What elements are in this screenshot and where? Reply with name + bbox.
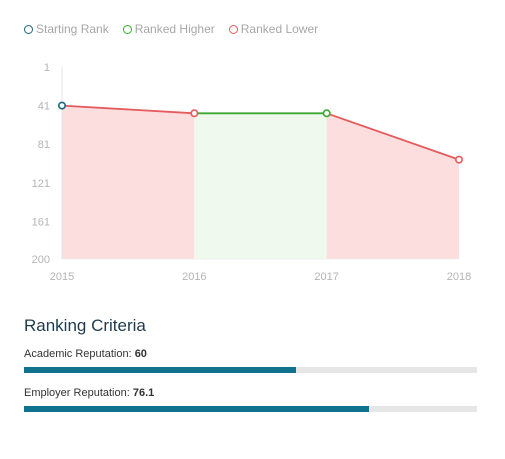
y-tick-label: 200 xyxy=(32,254,50,266)
data-point xyxy=(190,109,199,118)
criterion-label: Employer Reputation: xyxy=(24,387,130,399)
series-line-segment xyxy=(326,112,460,161)
ranking-criteria: Ranking Criteria Academic Reputation: 60… xyxy=(24,316,477,426)
data-point xyxy=(454,155,463,164)
legend-label: Ranked Higher xyxy=(134,22,215,36)
legend-marker-icon xyxy=(228,24,238,34)
x-tick-label: 2016 xyxy=(182,271,206,283)
legend-item-ranked-lower[interactable]: Ranked Lower xyxy=(228,22,319,36)
chart-legend: Starting Rank Ranked Higher Ranked Lower xyxy=(24,22,318,36)
segment-area xyxy=(326,113,459,259)
legend-item-ranked-higher[interactable]: Ranked Higher xyxy=(122,22,215,36)
criterion-label: Academic Reputation: xyxy=(24,348,132,360)
y-tick-label: 81 xyxy=(38,139,50,151)
data-point xyxy=(322,109,331,118)
y-tick-label: 41 xyxy=(38,101,50,113)
criterion-bar-track xyxy=(24,406,477,412)
legend-marker-icon xyxy=(122,24,132,34)
criterion-bar-fill xyxy=(24,367,296,373)
legend-marker-icon xyxy=(24,24,33,34)
y-tick-label: 121 xyxy=(32,178,50,190)
criterion-bar-fill xyxy=(24,406,369,412)
legend-label: Ranked Lower xyxy=(240,22,319,36)
criteria-title: Ranking Criteria xyxy=(24,316,146,335)
criterion-academic-reputation: Academic Reputation: 60 xyxy=(24,348,477,373)
x-tick-label: 2017 xyxy=(314,271,338,283)
segment-area xyxy=(194,113,327,259)
segment-area xyxy=(62,105,195,260)
series-line-segment xyxy=(61,104,195,115)
x-tick-label: 2015 xyxy=(50,271,74,283)
data-point xyxy=(57,101,66,110)
y-tick-label: 1 xyxy=(44,62,50,74)
legend-item-starting-rank[interactable]: Starting Rank xyxy=(24,22,109,36)
legend-label: Starting Rank xyxy=(36,22,109,36)
criterion-bar-track xyxy=(24,367,477,373)
y-tick-label: 161 xyxy=(32,216,50,228)
criterion-value: 76.1 xyxy=(132,387,155,399)
x-tick-label: 2018 xyxy=(447,271,471,283)
criterion-value: 60 xyxy=(134,348,147,360)
criterion-employer-reputation: Employer Reputation: 76.1 xyxy=(24,387,477,412)
